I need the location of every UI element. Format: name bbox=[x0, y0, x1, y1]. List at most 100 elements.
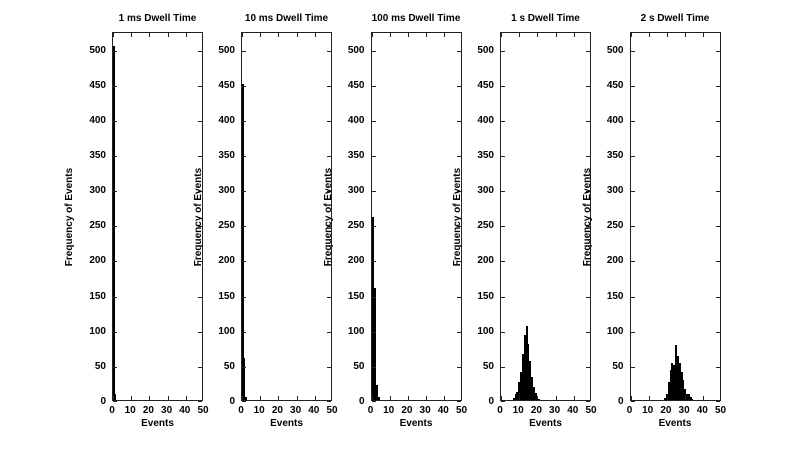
y-tick-mark bbox=[371, 401, 376, 402]
x-tick-label: 0 bbox=[497, 405, 503, 416]
y-tick-mark bbox=[586, 261, 590, 263]
histogram-bar bbox=[520, 371, 523, 400]
x-tick-label: 30 bbox=[290, 405, 302, 416]
y-tick-label: 500 bbox=[89, 44, 106, 56]
x-tick-label: 50 bbox=[455, 405, 468, 416]
x-tick-mark bbox=[131, 33, 133, 37]
y-tick-mark bbox=[198, 226, 202, 228]
y-tick-mark bbox=[327, 85, 331, 87]
y-tick-mark bbox=[501, 331, 505, 333]
y-tick-mark bbox=[586, 120, 590, 122]
y-tick-mark bbox=[630, 120, 635, 122]
y-axis-label: Frequency of Events bbox=[64, 167, 75, 266]
y-tick-mark bbox=[371, 191, 376, 193]
y-tick-mark bbox=[501, 120, 505, 122]
y-tick-mark bbox=[242, 296, 246, 298]
y-tick-label: 300 bbox=[89, 185, 106, 197]
y-tick-mark bbox=[456, 261, 461, 263]
y-tick-mark bbox=[371, 331, 376, 333]
x-tick-mark bbox=[389, 33, 391, 37]
x-tick-label: 0 bbox=[367, 405, 374, 416]
subplot-title: 1 ms Dwell Time bbox=[118, 13, 197, 24]
x-tick-mark bbox=[460, 396, 462, 400]
x-tick-label: 20 bbox=[401, 405, 413, 416]
x-tick-label: 10 bbox=[383, 405, 395, 416]
y-tick-mark bbox=[456, 366, 461, 368]
histogram-bar bbox=[687, 394, 690, 400]
y-tick-label: 300 bbox=[606, 185, 624, 197]
y-tick-mark bbox=[715, 226, 720, 228]
y-tick-label: 200 bbox=[218, 255, 235, 267]
x-tick-label: 50 bbox=[585, 405, 597, 416]
histogram-bar bbox=[525, 326, 528, 400]
x-tick-mark bbox=[331, 33, 332, 37]
y-tick-mark bbox=[242, 226, 246, 228]
y-tick-label: 0 bbox=[617, 396, 624, 407]
y-tick-mark bbox=[113, 331, 117, 333]
y-tick-label: 0 bbox=[358, 396, 365, 407]
histogram-bar bbox=[671, 363, 674, 400]
histogram-bar bbox=[113, 46, 115, 400]
y-tick-mark bbox=[242, 156, 246, 157]
x-axis-label: Events bbox=[529, 418, 562, 429]
plot-area bbox=[500, 32, 591, 402]
y-tick-label: 400 bbox=[89, 114, 106, 126]
x-tick-label: 30 bbox=[549, 405, 561, 416]
x-tick-mark bbox=[590, 33, 591, 37]
y-tick-mark bbox=[242, 191, 246, 193]
y-tick-label: 50 bbox=[612, 360, 624, 372]
x-tick-mark bbox=[648, 33, 650, 37]
subplot-title: 10 ms Dwell Time bbox=[244, 13, 329, 24]
y-tick-mark bbox=[501, 226, 505, 228]
y-tick-mark bbox=[630, 191, 635, 193]
x-tick-mark bbox=[719, 396, 721, 400]
y-tick-mark bbox=[586, 85, 590, 87]
x-tick-mark bbox=[444, 396, 446, 400]
y-tick-label: 100 bbox=[477, 325, 494, 337]
x-tick-mark bbox=[460, 33, 462, 37]
x-tick-label: 10 bbox=[253, 405, 265, 416]
y-tick-label: 250 bbox=[218, 220, 235, 232]
x-tick-mark bbox=[202, 396, 203, 400]
y-tick-mark bbox=[501, 85, 505, 87]
y-tick-mark bbox=[113, 296, 117, 298]
x-tick-label: 30 bbox=[419, 405, 431, 416]
y-tick-label: 250 bbox=[89, 220, 106, 232]
x-tick-label: 0 bbox=[109, 405, 115, 416]
y-tick-mark bbox=[501, 366, 505, 368]
y-tick-label: 150 bbox=[89, 290, 106, 302]
y-tick-mark bbox=[371, 156, 376, 157]
y-tick-mark bbox=[630, 331, 635, 333]
y-tick-label: 100 bbox=[218, 325, 235, 337]
y-tick-mark bbox=[715, 296, 720, 298]
y-tick-mark bbox=[198, 296, 202, 298]
y-tick-label: 250 bbox=[606, 220, 624, 232]
x-tick-mark bbox=[426, 396, 428, 400]
x-tick-label: 20 bbox=[530, 405, 542, 416]
y-tick-label: 350 bbox=[89, 150, 106, 161]
y-axis-label: Frequency of Events bbox=[581, 167, 593, 266]
y-tick-label: 100 bbox=[89, 325, 106, 337]
plot-area bbox=[112, 32, 203, 402]
x-tick-mark bbox=[407, 33, 409, 37]
y-tick-mark bbox=[456, 331, 461, 333]
histogram-bar bbox=[527, 343, 530, 400]
y-tick-label: 250 bbox=[477, 220, 494, 232]
y-tick-mark bbox=[715, 261, 720, 263]
x-tick-mark bbox=[242, 396, 243, 400]
x-tick-mark bbox=[242, 33, 243, 37]
y-tick-mark bbox=[456, 156, 461, 157]
x-tick-mark bbox=[537, 396, 539, 400]
y-tick-label: 50 bbox=[353, 360, 365, 372]
histogram-bar bbox=[531, 376, 534, 400]
y-tick-mark bbox=[371, 85, 376, 87]
y-tick-mark bbox=[242, 366, 246, 368]
y-tick-label: 350 bbox=[477, 150, 494, 161]
x-tick-mark bbox=[719, 33, 721, 37]
y-tick-label: 500 bbox=[477, 44, 494, 56]
subplot-title: 1 s Dwell Time bbox=[511, 13, 580, 24]
y-tick-mark bbox=[501, 50, 505, 52]
x-tick-mark bbox=[555, 33, 557, 37]
y-tick-mark bbox=[630, 226, 635, 228]
histogram-bar bbox=[667, 382, 670, 400]
